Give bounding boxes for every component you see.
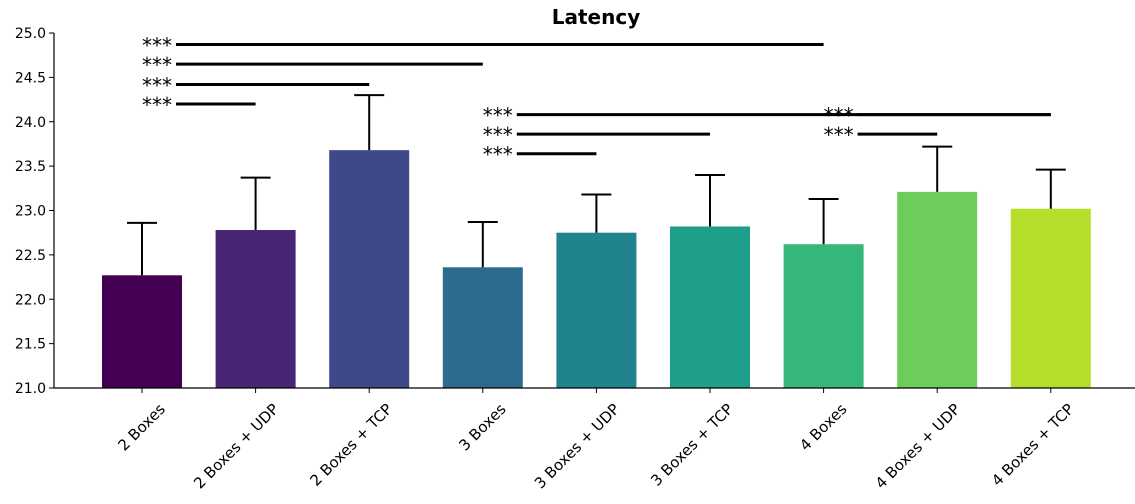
y-tick-label: 24.0: [15, 115, 46, 131]
significance-group: ************ ***************: [142, 34, 1051, 167]
y-tick-label: 24.5: [15, 70, 46, 86]
bar: [1010, 208, 1091, 388]
bar: [556, 232, 637, 388]
significance-label: ***: [483, 104, 513, 128]
bar: [670, 226, 750, 388]
significance-label: ***: [483, 143, 513, 167]
x-tick-label: 3 Boxes + UDP: [531, 400, 623, 492]
bar: [783, 244, 864, 388]
significance-label: ***: [824, 104, 854, 128]
y-tick-label: 22.0: [15, 292, 46, 308]
x-tick-label: 4 Boxes + UDP: [872, 400, 964, 492]
y-tick-label: 23.5: [15, 159, 46, 175]
bars-group: [102, 150, 1091, 388]
bar: [329, 150, 410, 388]
y-ticks-group: 21.0 21.5 22.0 22.5 23.0 23.5 24.0 24.5 25.0: [15, 26, 54, 397]
x-tick-label: 4 Boxes + TCP: [988, 400, 1078, 490]
y-tick-label: 21.0: [15, 381, 46, 397]
significance-label: ***: [142, 34, 172, 58]
y-tick-label: 25.0: [15, 26, 46, 42]
bar: [102, 275, 182, 388]
error-bars-group: [127, 94, 1066, 276]
x-tick-label: 4 Boxes: [796, 400, 850, 454]
significance-label: ***: [142, 53, 172, 77]
chart-title: Latency: [552, 5, 641, 29]
y-tick-label: 22.5: [15, 248, 46, 264]
significance-label: ***: [824, 123, 854, 147]
x-tick-label: 3 Boxes + TCP: [647, 400, 737, 490]
bar: [442, 267, 523, 388]
x-tick-label: 2 Boxes: [115, 400, 169, 454]
x-tick-label: 2 Boxes + UDP: [190, 400, 282, 492]
bar: [215, 230, 296, 388]
y-tick-label: 23.0: [15, 204, 46, 220]
x-tick-label: 2 Boxes + TCP: [306, 400, 396, 490]
significance-label: ***: [483, 123, 513, 147]
significance-label: ***: [142, 73, 172, 97]
x-tick-label: 3 Boxes: [455, 400, 509, 454]
significance-label: ***: [142, 93, 172, 117]
x-ticks-group: 2 Boxes 2 Boxes + UDP 2 Boxes + TCP 3 Boxes…: [115, 388, 1078, 492]
bar: [897, 191, 978, 388]
y-tick-label: 21.5: [15, 337, 46, 353]
